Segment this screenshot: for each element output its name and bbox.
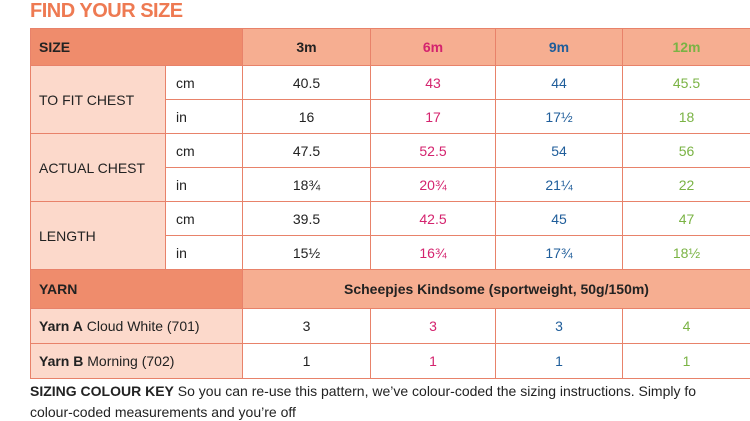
value-cell: 16 bbox=[242, 99, 371, 134]
measure-row: in 15½ 16¾ 17¾ 18½ bbox=[31, 235, 750, 270]
unit: in bbox=[165, 99, 243, 134]
value-cell: 47 bbox=[622, 201, 750, 236]
unit: cm bbox=[165, 133, 243, 168]
row-label: TO FIT CHEST bbox=[30, 65, 166, 134]
value-cell: 18½ bbox=[622, 235, 750, 270]
header-cell: SIZE bbox=[30, 28, 243, 66]
value-cell: 1 bbox=[622, 343, 750, 379]
measure-row: TO FIT CHEST cm 40.5 43 44 45.5 bbox=[30, 65, 750, 134]
value-cell: 1 bbox=[242, 343, 371, 379]
footer-text: colour-coded measurements and you’re off bbox=[30, 404, 296, 420]
value-cell: 1 bbox=[495, 343, 623, 379]
size-header: 12m bbox=[622, 28, 750, 66]
value-cell: 22 bbox=[622, 167, 750, 202]
row-label: Yarn A Cloud White (701) bbox=[30, 308, 243, 344]
value-cell: 52.5 bbox=[370, 133, 496, 168]
unit: in bbox=[165, 235, 243, 270]
size-table: SIZE 3m 6m 9m 12m TO FIT CHEST cm 40.5 43 44 45.5 i… bbox=[30, 28, 750, 379]
title: FIND YOUR SIZE bbox=[30, 0, 183, 22]
header-row: SIZE 3m 6m 9m 12m bbox=[30, 28, 750, 66]
value-cell: 17¾ bbox=[495, 235, 623, 270]
value-cell: 45.5 bbox=[622, 65, 750, 100]
footer: SIZING COLOUR KEY So you can re-use this… bbox=[30, 381, 696, 421]
value-cell: 3 bbox=[495, 308, 623, 344]
yarn-name: Scheepjes Kindsome (sportweight, 50g/150… bbox=[242, 269, 750, 309]
unit: in bbox=[165, 167, 243, 202]
value-cell: 4 bbox=[622, 308, 750, 344]
size-header: 9m bbox=[495, 28, 623, 66]
value-cell: 3 bbox=[242, 308, 371, 344]
yarn-shade: Morning (702) bbox=[87, 353, 175, 369]
yarn-shade: Cloud White (701) bbox=[86, 318, 200, 334]
value-cell: 18¾ bbox=[242, 167, 371, 202]
yarn-header-row: YARN Scheepjes Kindsome (sportweight, 50g… bbox=[30, 269, 750, 309]
yarn-row: Yarn A Cloud White (701) 3 3 3 4 bbox=[30, 308, 750, 344]
unit: cm bbox=[165, 201, 243, 236]
value-cell: 45 bbox=[495, 201, 623, 236]
row-label: Yarn B Morning (702) bbox=[30, 343, 243, 379]
value-cell: 43 bbox=[370, 65, 496, 100]
measure-row: LENGTH cm 39.5 42.5 45 47 bbox=[30, 201, 750, 270]
footer-heading: SIZING COLOUR KEY bbox=[30, 383, 174, 399]
value-cell: 3 bbox=[370, 308, 496, 344]
value-cell: 15½ bbox=[242, 235, 371, 270]
size-header: 6m bbox=[370, 28, 496, 66]
value-cell: 16¾ bbox=[370, 235, 496, 270]
yarn-label: YARN bbox=[30, 269, 243, 309]
measure-row: in 18¾ 20¾ 21¼ 22 bbox=[31, 167, 750, 202]
yarn-id: Yarn A bbox=[39, 318, 83, 334]
size-header: 3m bbox=[242, 28, 371, 66]
row-label: LENGTH bbox=[30, 201, 166, 270]
value-cell: 44 bbox=[495, 65, 623, 100]
yarn-row: Yarn B Morning (702) 1 1 1 1 bbox=[30, 343, 750, 379]
value-cell: 39.5 bbox=[242, 201, 371, 236]
value-cell: 1 bbox=[370, 343, 496, 379]
measure-row: in 16 17 17½ 18 bbox=[31, 99, 750, 134]
value-cell: 17½ bbox=[495, 99, 623, 134]
measure-row: ACTUAL CHEST cm 47.5 52.5 54 56 bbox=[30, 133, 750, 202]
footer-text: So you can re-use this pattern, we’ve co… bbox=[177, 383, 697, 399]
yarn-id: Yarn B bbox=[39, 353, 84, 369]
row-label: ACTUAL CHEST bbox=[30, 133, 166, 202]
value-cell: 18 bbox=[622, 99, 750, 134]
value-cell: 20¾ bbox=[370, 167, 496, 202]
value-cell: 56 bbox=[622, 133, 750, 168]
unit: cm bbox=[165, 65, 243, 100]
value-cell: 40.5 bbox=[242, 65, 371, 100]
value-cell: 17 bbox=[370, 99, 496, 134]
value-cell: 47.5 bbox=[242, 133, 371, 168]
footer-line: SIZING COLOUR KEY So you can re-use this… bbox=[30, 381, 696, 402]
value-cell: 42.5 bbox=[370, 201, 496, 236]
value-cell: 21¼ bbox=[495, 167, 623, 202]
value-cell: 54 bbox=[495, 133, 623, 168]
